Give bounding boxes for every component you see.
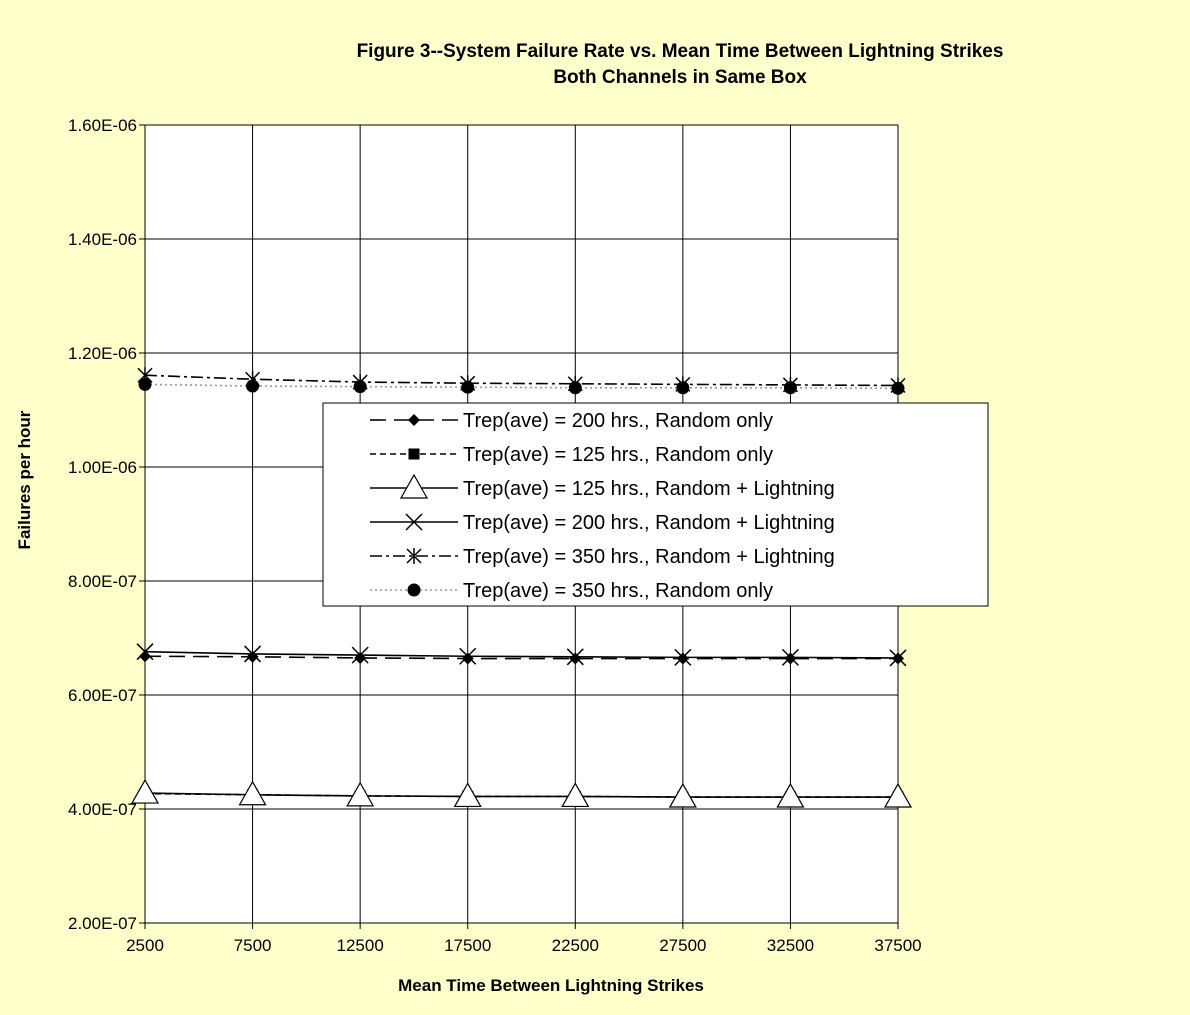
data-point — [776, 782, 805, 808]
data-point — [246, 379, 260, 393]
series-line — [144, 383, 899, 390]
data-point — [136, 643, 154, 661]
data-point — [676, 652, 689, 665]
y-tick-label: 8.00E-07 — [68, 572, 137, 591]
data-point — [453, 782, 482, 808]
y-tick-label: 1.20E-06 — [68, 344, 137, 363]
data-point — [353, 380, 367, 394]
y-tick-label: 1.60E-06 — [68, 116, 137, 135]
legend-entry-1: Trep(ave) = 200 hrs., Random only — [370, 410, 773, 432]
data-point — [244, 645, 262, 663]
data-point — [351, 646, 369, 664]
x-tick-label: 7500 — [234, 936, 272, 955]
data-point — [138, 377, 152, 391]
data-point — [461, 380, 475, 394]
series-6 — [138, 377, 905, 395]
data-point — [569, 652, 582, 665]
legend-label: Trep(ave) = 200 hrs., Random + Lightning — [463, 512, 835, 534]
legend-marker — [405, 513, 423, 531]
data-point — [784, 652, 797, 665]
y-tick-label: 1.40E-06 — [68, 230, 137, 249]
x-tick-label: 17500 — [444, 936, 491, 955]
legend-label: Trep(ave) = 350 hrs., Random + Lightning — [463, 546, 835, 568]
legend-marker — [406, 548, 422, 564]
legend-entry-6: Trep(ave) = 350 hrs., Random only — [370, 580, 773, 602]
data-point — [783, 381, 797, 395]
data-point — [561, 782, 590, 808]
chart-title-line-2: Both Channels in Same Box — [553, 67, 807, 88]
series-3 — [130, 778, 913, 808]
y-tick-label: 4.00E-07 — [68, 800, 137, 819]
x-tick-label: 37500 — [874, 936, 921, 955]
legend-label: Trep(ave) = 200 hrs., Random only — [463, 410, 773, 432]
legend-label: Trep(ave) = 125 hrs., Random + Lightning — [463, 478, 835, 500]
legend-box — [322, 402, 989, 607]
legend-entry-4: Trep(ave) = 200 hrs., Random + Lightning — [370, 512, 835, 534]
data-point — [674, 648, 692, 666]
series-line — [144, 374, 899, 387]
data-point — [459, 647, 477, 665]
chart-title-line-1: Figure 3--System Failure Rate vs. Mean T… — [357, 41, 1004, 62]
x-axis-label: Mean Time Between Lightning Strikes — [398, 976, 704, 995]
series-4 — [136, 643, 907, 667]
x-tick-label: 12500 — [337, 936, 384, 955]
y-tick-label: 2.00E-07 — [68, 914, 137, 933]
legend: Trep(ave) = 200 hrs., Random only Trep(av… — [322, 402, 989, 607]
series-line — [144, 650, 899, 659]
x-tick-label: 32500 — [767, 936, 814, 955]
legend-label: Trep(ave) = 125 hrs., Random only — [463, 444, 773, 466]
legend-marker — [399, 473, 429, 499]
data-point — [668, 782, 697, 808]
series-line — [144, 792, 898, 798]
data-point — [139, 650, 151, 663]
data-point — [891, 381, 905, 395]
data-point — [781, 648, 799, 666]
y-tick-label: 1.00E-06 — [68, 458, 137, 477]
series-lines — [130, 367, 913, 808]
data-point — [130, 778, 160, 804]
data-point — [346, 781, 375, 807]
data-point — [568, 381, 582, 395]
data-point — [676, 381, 690, 395]
y-tick-label: 6.00E-07 — [68, 686, 137, 705]
data-point — [238, 780, 267, 806]
x-tick-label: 27500 — [659, 936, 706, 955]
data-point — [889, 649, 907, 667]
legend-marker — [407, 583, 421, 597]
x-tick-label: 2500 — [126, 936, 164, 955]
y-axis-label: Failures per hour — [15, 410, 34, 549]
legend-entry-2: Trep(ave) = 125 hrs., Random only — [370, 444, 773, 466]
data-point — [566, 648, 584, 666]
legend-entry-3: Trep(ave) = 125 hrs., Random + Lightning — [370, 473, 835, 500]
tick-labels: 2.00E-07 4.00E-07 6.00E-07 8.00E-07 1.00E-06… — [68, 116, 922, 955]
data-point — [883, 782, 913, 808]
legend-entry-5: Trep(ave) = 350 hrs., Random + Lightning — [370, 546, 835, 568]
x-tick-label: 22500 — [552, 936, 599, 955]
legend-marker — [408, 414, 420, 426]
series-line — [144, 655, 898, 660]
legend-marker — [408, 448, 420, 460]
legend-label: Trep(ave) = 350 hrs., Random only — [463, 580, 773, 602]
